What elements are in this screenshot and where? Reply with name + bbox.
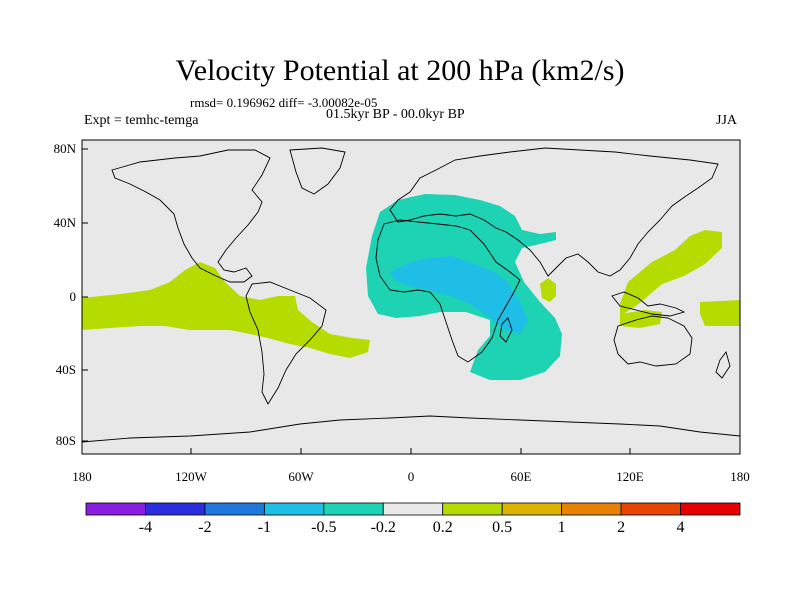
colorbar-label: 4 bbox=[676, 519, 685, 536]
y-tick-label: 40N bbox=[53, 215, 76, 230]
y-tick-label: 80N bbox=[53, 141, 76, 156]
colorbar-label: 2 bbox=[617, 519, 626, 536]
plot-title: Velocity Potential at 200 hPa (km2/s) bbox=[175, 54, 625, 87]
south-america-coast bbox=[245, 281, 327, 405]
colorbar-swatch bbox=[145, 502, 206, 516]
positive-anomaly-regions bbox=[82, 230, 740, 358]
colorbar-swatch bbox=[85, 502, 146, 516]
colorbar-label: 0.2 bbox=[432, 519, 453, 536]
colorbar-swatch bbox=[204, 502, 265, 516]
coastlines bbox=[81, 147, 741, 443]
australia-coast bbox=[613, 315, 693, 367]
africa-coast bbox=[375, 219, 521, 363]
colorbar-swatch bbox=[323, 502, 384, 516]
y-tick-label: 0 bbox=[69, 289, 77, 304]
colorbar-label: 1 bbox=[557, 519, 566, 536]
colorbar-label: -2 bbox=[198, 519, 212, 536]
x-tick-label: 60W bbox=[288, 469, 314, 484]
map-tick-marks bbox=[81, 148, 741, 454]
colorbar-label: -1 bbox=[257, 519, 272, 536]
colorbar-label: -4 bbox=[138, 519, 153, 536]
x-tick-label: 180 bbox=[730, 469, 750, 484]
maritime-continent-coast bbox=[611, 291, 686, 317]
experiment-label: Expt = temhc-temga bbox=[84, 113, 199, 128]
colorbar-swatch bbox=[442, 502, 503, 516]
madagascar-coast bbox=[499, 317, 513, 343]
pacific-positive-region bbox=[82, 262, 370, 358]
colorbar-swatch bbox=[382, 502, 444, 516]
colorbar-swatch bbox=[680, 502, 741, 516]
colorbar-swatch bbox=[561, 502, 622, 516]
colorbar-label: -0.5 bbox=[311, 519, 337, 536]
north-america-coast bbox=[111, 149, 271, 283]
colorbar-label: -0.2 bbox=[370, 519, 396, 536]
colorbar-swatch bbox=[263, 502, 325, 516]
y-tick-label: 40S bbox=[55, 362, 76, 377]
x-tick-label: 60E bbox=[510, 469, 532, 484]
eurasia-coast bbox=[389, 147, 719, 277]
colorbar-swatch bbox=[620, 502, 681, 516]
greenland-coast bbox=[289, 147, 346, 195]
y-tick-label: 80S bbox=[55, 433, 76, 448]
x-tick-label: 120E bbox=[616, 469, 644, 484]
antarctica-coast bbox=[81, 415, 741, 443]
colorbar-swatch bbox=[501, 502, 563, 516]
x-tick-label: 0 bbox=[407, 469, 415, 484]
stats-label: rmsd= 0.196962 diff= -3.00082e-05 bbox=[190, 95, 378, 110]
negative-anomaly-regions bbox=[366, 194, 562, 380]
period-label: 01.5kyr BP - 00.0kyr BP bbox=[326, 107, 465, 122]
colorbar-label: 0.5 bbox=[492, 519, 513, 536]
season-label: JJA bbox=[716, 113, 738, 128]
colorbar bbox=[85, 502, 741, 516]
india-positive-region bbox=[540, 278, 556, 302]
new-zealand-coast bbox=[715, 351, 731, 379]
africa-strong-negative-region bbox=[390, 256, 528, 334]
x-tick-label: 180 bbox=[72, 469, 92, 484]
x-tick-label: 120W bbox=[175, 469, 207, 484]
east-pacific-positive-region bbox=[700, 300, 740, 326]
west-pacific-positive-region bbox=[620, 230, 722, 316]
